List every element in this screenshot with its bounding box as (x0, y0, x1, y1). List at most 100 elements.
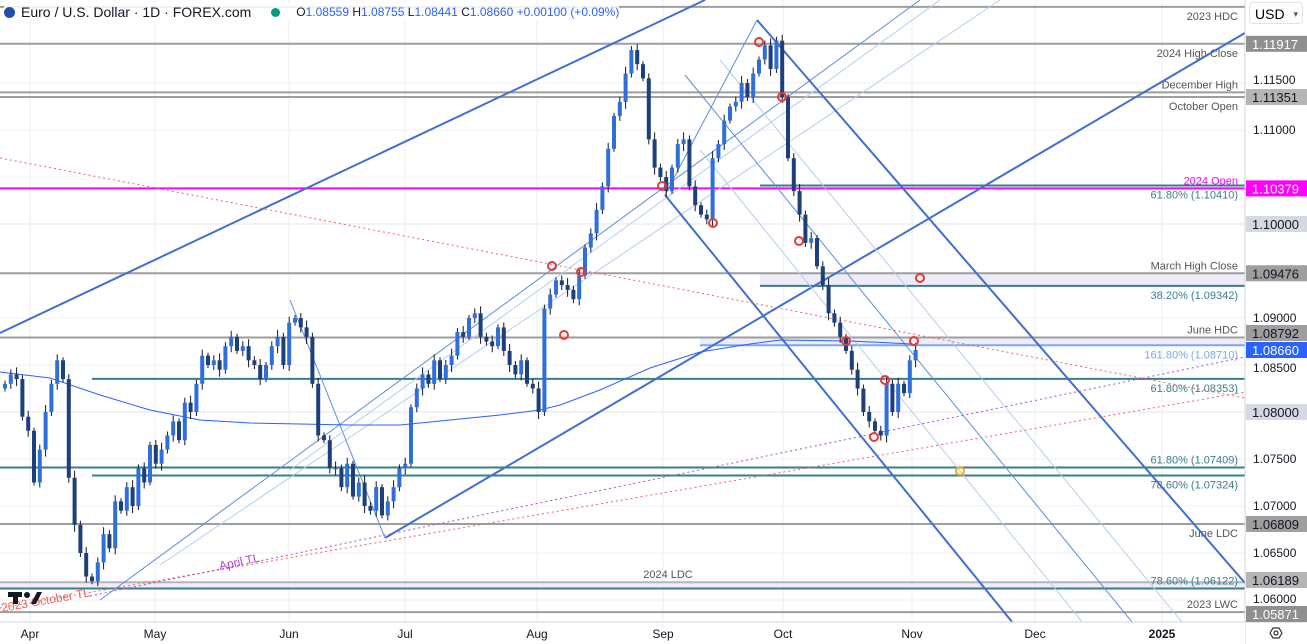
candle-body (206, 355, 210, 365)
candle (536, 381, 541, 419)
pitchfork-up[interactable] (0, 0, 1251, 601)
level-label: 61.80% (1.07409) (1151, 455, 1238, 467)
candle-body (913, 349, 918, 361)
candle-body (26, 416, 31, 431)
candle-body (513, 365, 518, 375)
candle-body (374, 487, 379, 511)
candle-body (72, 477, 77, 525)
level-label: 2024 Open (1184, 175, 1238, 187)
april-tl-label: April TL (218, 551, 261, 573)
candle (275, 329, 280, 354)
candle-body (14, 374, 19, 380)
candle-body (188, 402, 193, 412)
candle (304, 320, 309, 344)
candle-body (670, 167, 674, 192)
candle-body (658, 167, 663, 177)
pitchfork-handle[interactable] (664, 19, 758, 196)
pivot-marker (880, 375, 890, 385)
channel-handle[interactable] (289, 299, 386, 539)
candle (20, 375, 25, 421)
april-trendline[interactable] (89, 356, 1246, 597)
candle-body (20, 379, 25, 417)
pivot-marker (869, 432, 879, 442)
time-tick-label: Dec (1024, 627, 1045, 641)
candle-body (501, 327, 506, 351)
candle (629, 46, 634, 78)
candle-body (490, 341, 495, 347)
candle (322, 432, 326, 444)
candle-body (641, 64, 645, 79)
candle (95, 557, 100, 587)
pivot-marker (794, 236, 804, 246)
candle (658, 163, 663, 181)
candle (722, 114, 727, 151)
candle-body (316, 383, 321, 436)
price-tag: 1.06189 (1252, 573, 1299, 588)
level-label: 2023 HDC (1187, 11, 1238, 23)
price-tick-label: 1.06000 (1253, 592, 1297, 606)
candle (240, 341, 245, 356)
candle (820, 261, 825, 291)
candle-body (896, 383, 901, 412)
candle (107, 530, 112, 553)
candle-body (165, 435, 170, 450)
candle (26, 410, 31, 437)
pitchfork-quarter-line[interactable] (719, 59, 1201, 644)
pivot-marker (754, 37, 764, 47)
candle-body (246, 346, 251, 361)
candle (838, 316, 843, 343)
pitchfork-down[interactable] (664, 19, 1246, 644)
candle-body (739, 83, 744, 102)
price-tick-label: 1.09000 (1253, 311, 1297, 325)
candle (496, 324, 500, 350)
candle (687, 135, 692, 191)
candle-body (803, 214, 808, 243)
pivot-marker (576, 267, 586, 277)
price-tag-bg (1246, 325, 1307, 341)
price-axis[interactable] (1245, 0, 1307, 644)
resistance-trendline[interactable] (0, 157, 1246, 399)
october-trendline[interactable] (0, 391, 1246, 609)
pitchfork-lower-rail[interactable] (664, 194, 1031, 644)
candle-body (646, 78, 651, 140)
candle (391, 480, 396, 509)
channel-lower-rail[interactable] (384, 29, 1251, 539)
time-tick-label: May (144, 627, 167, 641)
candle-body (351, 463, 355, 497)
candle-body (385, 501, 390, 516)
candle-body (194, 383, 199, 412)
candle (130, 480, 135, 513)
channel-quarter-line[interactable] (289, 0, 941, 471)
pivot-marker (909, 336, 919, 346)
candle (588, 228, 593, 253)
candle-body (148, 444, 152, 483)
open-value: 1.08559 (305, 5, 350, 19)
candle-body (84, 553, 89, 577)
channel-median[interactable] (99, 0, 921, 601)
time-axis[interactable] (0, 622, 1245, 644)
candle (652, 132, 657, 175)
currency-selector[interactable]: USD ▾ (1249, 2, 1303, 24)
pivot-markers (547, 37, 965, 476)
settings-icon[interactable] (1269, 627, 1283, 639)
candle-body (362, 482, 367, 506)
candle-body (826, 285, 831, 314)
candle (409, 404, 413, 467)
candle (617, 96, 622, 121)
candle-body (588, 233, 593, 248)
symbol-title[interactable]: Euro / U.S. Dollar · 1D · FOREX.com (21, 4, 252, 20)
candle (675, 139, 680, 173)
candle (884, 376, 889, 443)
candle (519, 354, 524, 381)
candle (14, 367, 19, 387)
pitchfork-upper-rail[interactable] (756, 19, 1246, 584)
candle (438, 357, 442, 383)
candle (635, 44, 640, 71)
candle (374, 481, 379, 517)
channel-upper-rail[interactable] (0, 0, 706, 334)
level-label: December High (1162, 79, 1238, 91)
candle-body (733, 101, 738, 107)
candle-body (90, 576, 94, 582)
candle (66, 374, 71, 483)
